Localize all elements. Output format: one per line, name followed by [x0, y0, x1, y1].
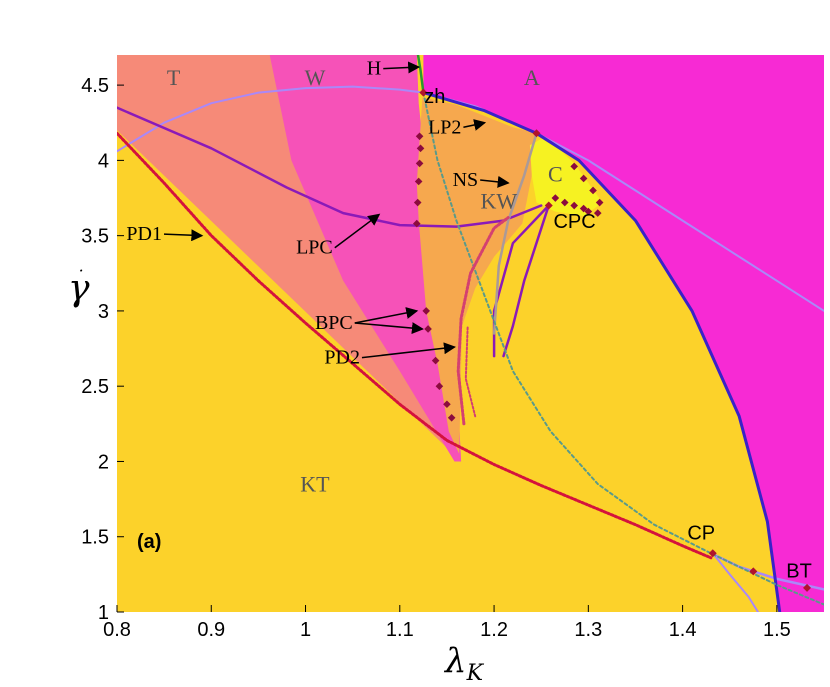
panel-label: (a) [137, 531, 161, 553]
y-axis-title: γ [68, 268, 90, 309]
diamond-marker-17 [593, 209, 602, 217]
y-tick-label: 1.5 [81, 527, 109, 549]
diamond-marker-10 [443, 400, 451, 409]
annotation-h: H [367, 58, 381, 80]
diamond-marker-8 [431, 356, 440, 365]
curve-h [416, 55, 425, 94]
special-point-cp [708, 549, 717, 558]
y-tick-label: 3 [98, 301, 109, 323]
x-tick-label: 1.3 [574, 619, 602, 641]
x-tick-label: 0.8 [103, 619, 131, 641]
x-axis-title: λK [443, 641, 485, 686]
region-label-t: T [167, 65, 181, 90]
diamond-marker-1 [416, 144, 425, 153]
annotation-arrow-pd1 [163, 229, 204, 242]
diamond-marker-0 [415, 132, 424, 141]
region-label-kt: KT [300, 472, 330, 497]
annotation-cp: CP [687, 523, 715, 545]
region-label-w: W [305, 65, 326, 90]
curve-cusp-right [502, 204, 550, 358]
x-tick-label: 1.5 [763, 619, 791, 641]
y-tick-label: 1 [98, 602, 109, 624]
diamond-marker-3 [414, 177, 423, 186]
special-point-cp2 [749, 567, 758, 576]
annotation-pd1: PD1 [126, 223, 162, 245]
diamond-marker-18 [570, 162, 578, 171]
annotation-lpc: LPC [296, 237, 333, 259]
region-a [423, 55, 824, 612]
diamond-marker-12 [551, 194, 560, 202]
diamond-marker-9 [435, 382, 444, 390]
annotation-lp2: LP2 [428, 116, 461, 138]
diamond-marker-15 [579, 204, 588, 213]
diamond-marker-19 [579, 174, 588, 183]
annotation-cpc: CPC [553, 211, 595, 233]
x-tick-label: 1.2 [480, 619, 508, 641]
y-tick-label: 2.5 [81, 376, 109, 398]
diamond-marker-13 [560, 198, 569, 207]
diamond-marker-11 [447, 414, 456, 422]
curve-ns [492, 132, 538, 335]
special-point-lp2 [532, 129, 541, 138]
y-tick-label: 4.5 [81, 75, 109, 97]
annotation-arrow-bpc [354, 307, 419, 324]
curve-pd2 [456, 216, 510, 426]
region-c [529, 136, 603, 217]
axis-ticks: 0.8 0.9 1 1.1 1.2 1.3 1.4 1.5 1 1.5 2 2.5 3 3.5 4 4.5 [81, 75, 791, 641]
annotation-bt: BT [786, 560, 812, 582]
special-point-zh [419, 88, 428, 97]
annotation-arrow-bpc-2 [354, 322, 424, 335]
diamond-marker-16 [584, 207, 593, 216]
curve-dotted-homoclinic [422, 91, 824, 606]
annotation-arrow-pd2 [361, 342, 456, 359]
diamond-marker-4 [413, 198, 422, 207]
diamond-marker-20 [589, 186, 597, 195]
annotation-pd2: PD2 [324, 347, 360, 369]
annotation-ns: NS [453, 169, 479, 191]
x-tick-label: 1 [300, 619, 311, 641]
annotation-arrow-lpc [334, 213, 381, 249]
curve-lavender-branch [711, 552, 759, 612]
x-tick-label: 1.1 [386, 619, 414, 641]
x-tick-label: 1.4 [669, 619, 697, 641]
plot-labels: T W A KW C KT Hzh LP2 NS CPC LPC PD1 BPC PD2 CP BT [126, 58, 811, 583]
annotation-zh: zh [424, 86, 445, 108]
diamond-marker-2 [415, 159, 424, 168]
y-tick-label: 2 [98, 451, 109, 473]
y-tick-label: 4 [98, 150, 109, 172]
special-point-bt [803, 583, 812, 592]
diamond-marker-21 [595, 198, 604, 207]
diamond-marker-6 [422, 307, 430, 315]
diamond-marker-14 [570, 201, 578, 210]
region-label-a: A [524, 65, 540, 90]
annotation-arrow-ns [480, 175, 510, 188]
special-point-cpc [544, 201, 553, 210]
annotation-bpc: BPC [315, 312, 353, 334]
x-tick-label: 0.9 [197, 619, 225, 641]
y-axis-title-dot: ˙ [75, 267, 84, 288]
curve-pd1 [117, 131, 713, 560]
diamond-marker-7 [424, 325, 432, 333]
region-w [269, 55, 462, 462]
region-label-c: C [548, 161, 563, 186]
diamond-marker-5 [412, 219, 421, 228]
plot-area [117, 55, 824, 612]
curve-saddle-node [421, 91, 782, 612]
curve-pd2-branch [464, 325, 477, 418]
annotation-arrow-h [383, 61, 421, 74]
annotation-arrow-lp2 [463, 119, 487, 131]
y-tick-label: 3.5 [81, 226, 109, 248]
region-label-kw: KW [480, 189, 517, 214]
